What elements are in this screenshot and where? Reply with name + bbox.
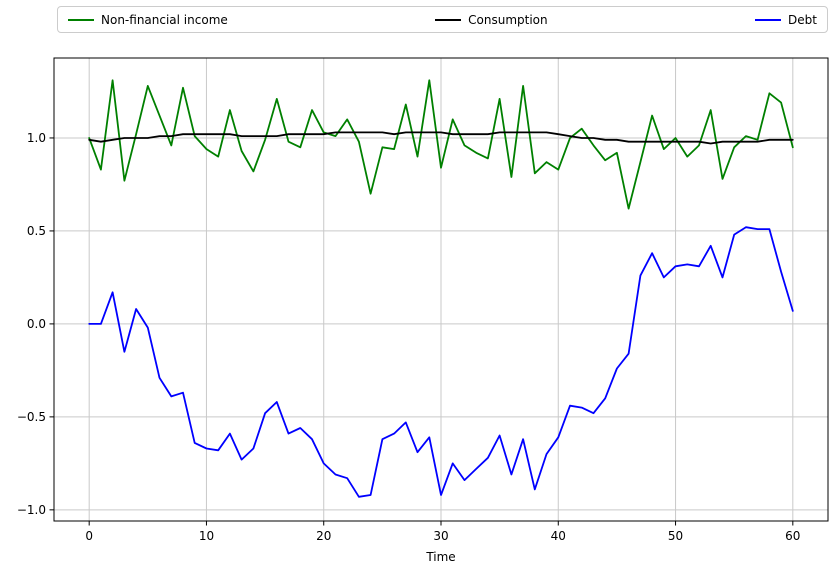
legend-label-consumption: Consumption bbox=[468, 12, 548, 27]
legend-line-sample-black bbox=[435, 18, 462, 21]
x-axis-label: Time bbox=[425, 550, 455, 564]
y-tick-label: 0.0 bbox=[27, 317, 46, 331]
x-tick-label: 0 bbox=[85, 529, 93, 543]
y-tick-label: 0.5 bbox=[27, 224, 46, 238]
legend-label-debt: Debt bbox=[788, 12, 817, 27]
x-tick-label: 30 bbox=[433, 529, 448, 543]
x-tick-label: 60 bbox=[785, 529, 800, 543]
legend-box: Non-financial income Consumption Debt bbox=[57, 6, 828, 33]
y-tick-label: 1.0 bbox=[27, 131, 46, 145]
consumption-line bbox=[88, 131, 794, 145]
legend-label-non-financial-income: Non-financial income bbox=[101, 12, 228, 27]
x-tick-label: 20 bbox=[316, 529, 331, 543]
debt-line bbox=[88, 226, 794, 498]
y-tick-label: −0.5 bbox=[17, 410, 46, 424]
x-tick-label: 40 bbox=[551, 529, 566, 543]
legend-item-debt: Debt bbox=[755, 13, 817, 27]
x-tick-label: 10 bbox=[199, 529, 214, 543]
x-tick-label: 50 bbox=[668, 529, 683, 543]
legend-item-non-financial-income: Non-financial income bbox=[68, 13, 228, 27]
legend-item-consumption: Consumption bbox=[435, 12, 548, 27]
legend-line-sample-blue bbox=[755, 18, 782, 21]
non-financial-income-line bbox=[88, 79, 794, 210]
y-tick-label: −1.0 bbox=[17, 503, 46, 517]
legend-line-sample-green bbox=[68, 18, 94, 21]
